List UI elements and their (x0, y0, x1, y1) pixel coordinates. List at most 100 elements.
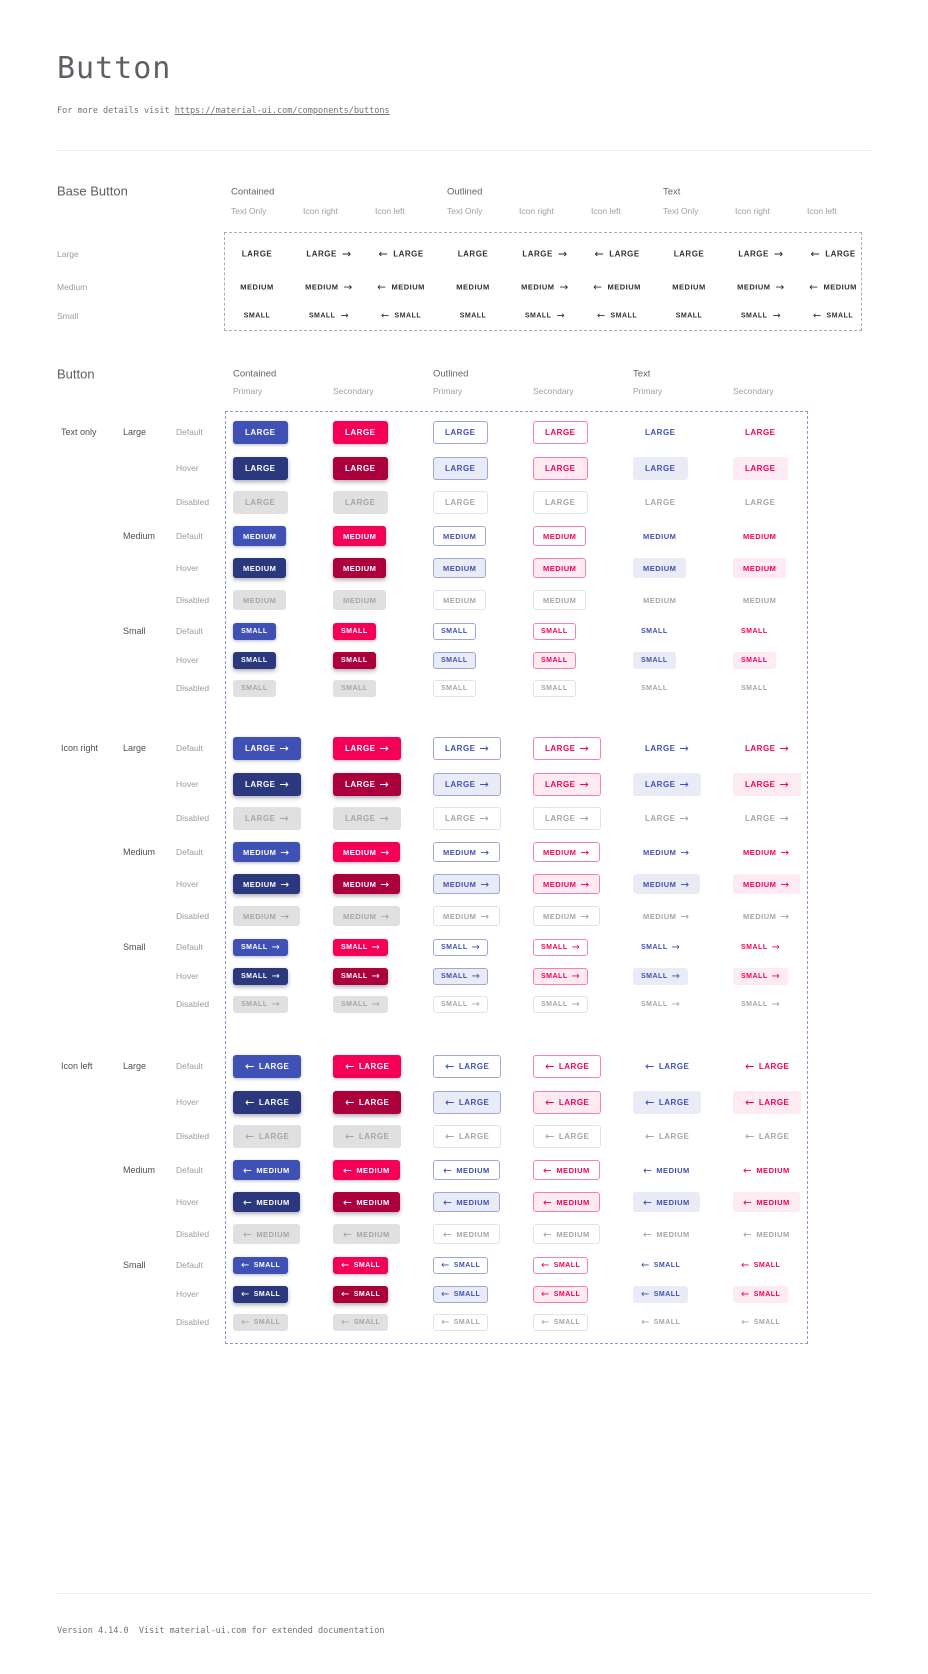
button-outlined-primary-large-hover-text-only[interactable]: LARGE (433, 456, 488, 480)
button-outlined-secondary-small-hover-icon-left[interactable]: ← SMALL (533, 1285, 589, 1303)
base-button-outlined-icon-right-medium[interactable]: MEDIUM → (521, 281, 569, 294)
button-text-secondary-small-disabled-icon-right[interactable]: SMALL → (741, 998, 781, 1010)
button-contained-primary-medium-hover-icon-left[interactable]: ← MEDIUM (233, 1192, 300, 1212)
base-button-contained-icon-right-small[interactable]: SMALL → (308, 310, 350, 322)
button-outlined-secondary-large-default-icon-left[interactable]: ← LARGE (533, 1054, 602, 1078)
button-text-secondary-small-hover-icon-right[interactable]: SMALL → (733, 967, 789, 985)
base-button-text-text-only-small[interactable]: SMALL (676, 313, 703, 320)
button-text-secondary-large-hover-text-only[interactable]: LARGE (733, 456, 788, 480)
button-outlined-primary-small-default-text-only[interactable]: SMALL (433, 622, 476, 640)
button-text-secondary-large-default-text-only[interactable]: LARGE (733, 421, 788, 444)
button-contained-secondary-large-hover-text-only[interactable]: LARGE (333, 456, 388, 480)
button-text-primary-medium-hover-icon-right[interactable]: MEDIUM → (633, 874, 700, 894)
button-outlined-secondary-small-hover-text-only[interactable]: SMALL (533, 651, 576, 669)
button-text-primary-medium-default-icon-left[interactable]: ← MEDIUM (643, 1164, 690, 1177)
button-contained-primary-large-hover-icon-left[interactable]: ← LARGE (233, 1090, 302, 1114)
button-outlined-secondary-large-default-text-only[interactable]: LARGE (533, 420, 588, 444)
button-contained-primary-medium-disabled-text-only[interactable]: MEDIUM (233, 590, 287, 610)
button-contained-secondary-small-default-icon-right[interactable]: SMALL → (333, 938, 389, 956)
button-outlined-primary-medium-hover-text-only[interactable]: MEDIUM (433, 558, 487, 578)
button-text-secondary-medium-disabled-icon-left[interactable]: ← MEDIUM (743, 1228, 790, 1241)
button-contained-primary-medium-default-icon-left[interactable]: ← MEDIUM (233, 1160, 300, 1180)
button-outlined-primary-small-disabled-text-only[interactable]: SMALL (433, 679, 476, 697)
button-contained-secondary-large-default-icon-right[interactable]: LARGE → (333, 736, 402, 760)
button-contained-secondary-medium-hover-icon-left[interactable]: ← MEDIUM (333, 1192, 400, 1212)
button-outlined-primary-medium-disabled-icon-right[interactable]: MEDIUM → (433, 906, 500, 926)
button-outlined-primary-small-hover-text-only[interactable]: SMALL (433, 651, 476, 669)
base-button-contained-text-only-medium[interactable]: MEDIUM (240, 283, 273, 292)
button-text-secondary-large-default-icon-left[interactable]: ← LARGE (745, 1059, 790, 1073)
button-text-secondary-large-disabled-text-only[interactable]: LARGE (733, 491, 788, 514)
button-outlined-secondary-large-hover-text-only[interactable]: LARGE (533, 456, 588, 480)
button-outlined-secondary-small-default-icon-right[interactable]: SMALL → (533, 938, 589, 956)
button-contained-secondary-small-hover-text-only[interactable]: SMALL (333, 651, 376, 669)
base-button-text-text-only-medium[interactable]: MEDIUM (672, 283, 705, 292)
base-button-text-icon-left-medium[interactable]: ← MEDIUM (809, 281, 857, 294)
button-text-primary-small-disabled-icon-left[interactable]: ← SMALL (641, 1316, 681, 1328)
button-outlined-primary-small-disabled-icon-left[interactable]: ← SMALL (433, 1313, 489, 1331)
button-outlined-primary-large-hover-icon-right[interactable]: LARGE → (433, 772, 502, 796)
button-contained-secondary-large-hover-icon-right[interactable]: LARGE → (333, 772, 402, 796)
button-contained-secondary-large-disabled-icon-right[interactable]: LARGE → (333, 806, 402, 830)
button-outlined-secondary-large-default-icon-right[interactable]: LARGE → (533, 736, 602, 760)
button-outlined-primary-small-disabled-icon-right[interactable]: SMALL → (433, 995, 489, 1013)
button-outlined-secondary-small-hover-icon-right[interactable]: SMALL → (533, 967, 589, 985)
button-contained-secondary-medium-disabled-icon-right[interactable]: MEDIUM → (333, 906, 400, 926)
base-button-outlined-icon-right-small[interactable]: SMALL → (524, 310, 566, 322)
button-outlined-primary-small-hover-icon-right[interactable]: SMALL → (433, 967, 489, 985)
button-outlined-secondary-small-disabled-icon-left[interactable]: ← SMALL (533, 1313, 589, 1331)
button-text-primary-large-hover-icon-left[interactable]: ← LARGE (633, 1090, 702, 1114)
button-outlined-secondary-large-disabled-icon-left[interactable]: ← LARGE (533, 1124, 602, 1148)
button-contained-secondary-medium-hover-text-only[interactable]: MEDIUM (333, 558, 387, 578)
base-button-text-text-only-large[interactable]: LARGE (674, 250, 705, 259)
button-text-primary-medium-disabled-icon-left[interactable]: ← MEDIUM (643, 1228, 690, 1241)
button-outlined-primary-medium-disabled-text-only[interactable]: MEDIUM (433, 590, 487, 610)
button-text-primary-large-hover-text-only[interactable]: LARGE (633, 456, 688, 480)
button-contained-primary-large-hover-icon-right[interactable]: LARGE → (233, 772, 302, 796)
button-text-primary-medium-default-text-only[interactable]: MEDIUM (633, 526, 686, 546)
button-text-primary-small-disabled-text-only[interactable]: SMALL (633, 680, 676, 697)
button-contained-secondary-small-disabled-icon-right[interactable]: SMALL → (333, 995, 389, 1013)
button-outlined-primary-large-disabled-icon-right[interactable]: LARGE → (433, 806, 502, 830)
button-outlined-secondary-medium-disabled-icon-left[interactable]: ← MEDIUM (533, 1224, 600, 1244)
button-outlined-primary-large-hover-icon-left[interactable]: ← LARGE (433, 1090, 502, 1114)
button-contained-primary-small-hover-icon-right[interactable]: SMALL → (233, 967, 289, 985)
base-button-text-icon-right-medium[interactable]: MEDIUM → (737, 281, 785, 294)
button-contained-primary-medium-hover-text-only[interactable]: MEDIUM (233, 558, 287, 578)
button-text-primary-large-disabled-icon-left[interactable]: ← LARGE (645, 1129, 690, 1143)
button-contained-primary-large-disabled-icon-right[interactable]: LARGE → (233, 806, 302, 830)
button-contained-secondary-small-hover-icon-left[interactable]: ← SMALL (333, 1285, 389, 1303)
button-contained-primary-small-default-icon-right[interactable]: SMALL → (233, 938, 289, 956)
button-contained-primary-large-hover-text-only[interactable]: LARGE (233, 456, 288, 480)
base-button-contained-text-only-large[interactable]: LARGE (242, 250, 273, 259)
button-text-primary-small-hover-icon-left[interactable]: ← SMALL (633, 1285, 689, 1303)
button-contained-secondary-large-disabled-text-only[interactable]: LARGE (333, 490, 388, 514)
button-text-secondary-small-hover-text-only[interactable]: SMALL (733, 651, 776, 669)
button-text-primary-small-hover-text-only[interactable]: SMALL (633, 651, 676, 669)
button-text-primary-small-default-icon-right[interactable]: SMALL → (641, 941, 681, 953)
button-text-primary-medium-disabled-icon-right[interactable]: MEDIUM → (643, 910, 690, 923)
button-text-secondary-small-hover-icon-left[interactable]: ← SMALL (733, 1285, 789, 1303)
button-contained-primary-large-default-icon-right[interactable]: LARGE → (233, 736, 302, 760)
button-contained-primary-medium-disabled-icon-right[interactable]: MEDIUM → (233, 906, 300, 926)
button-contained-primary-small-hover-icon-left[interactable]: ← SMALL (233, 1285, 289, 1303)
button-contained-primary-small-disabled-icon-right[interactable]: SMALL → (233, 995, 289, 1013)
button-text-secondary-large-disabled-icon-right[interactable]: LARGE → (745, 811, 790, 825)
button-contained-primary-small-hover-text-only[interactable]: SMALL (233, 651, 276, 669)
button-text-primary-large-disabled-icon-right[interactable]: LARGE → (645, 811, 690, 825)
button-outlined-primary-small-default-icon-right[interactable]: SMALL → (433, 938, 489, 956)
button-outlined-secondary-medium-disabled-text-only[interactable]: MEDIUM (533, 590, 587, 610)
button-text-primary-medium-hover-icon-left[interactable]: ← MEDIUM (633, 1192, 700, 1212)
base-button-text-icon-left-large[interactable]: ← LARGE (810, 247, 856, 261)
button-contained-secondary-small-disabled-text-only[interactable]: SMALL (333, 679, 376, 697)
button-text-primary-small-hover-icon-right[interactable]: SMALL → (633, 967, 689, 985)
button-outlined-secondary-medium-default-text-only[interactable]: MEDIUM (533, 526, 587, 546)
button-text-secondary-large-default-icon-right[interactable]: LARGE → (745, 741, 790, 755)
button-contained-primary-medium-hover-icon-right[interactable]: MEDIUM → (233, 874, 300, 894)
button-contained-primary-small-disabled-icon-left[interactable]: ← SMALL (233, 1313, 289, 1331)
base-button-outlined-text-only-small[interactable]: SMALL (460, 313, 487, 320)
button-contained-secondary-large-disabled-icon-left[interactable]: ← LARGE (333, 1124, 402, 1148)
button-text-primary-medium-hover-text-only[interactable]: MEDIUM (633, 558, 687, 578)
button-text-secondary-medium-hover-icon-left[interactable]: ← MEDIUM (733, 1192, 800, 1212)
button-text-secondary-medium-hover-text-only[interactable]: MEDIUM (733, 558, 787, 578)
